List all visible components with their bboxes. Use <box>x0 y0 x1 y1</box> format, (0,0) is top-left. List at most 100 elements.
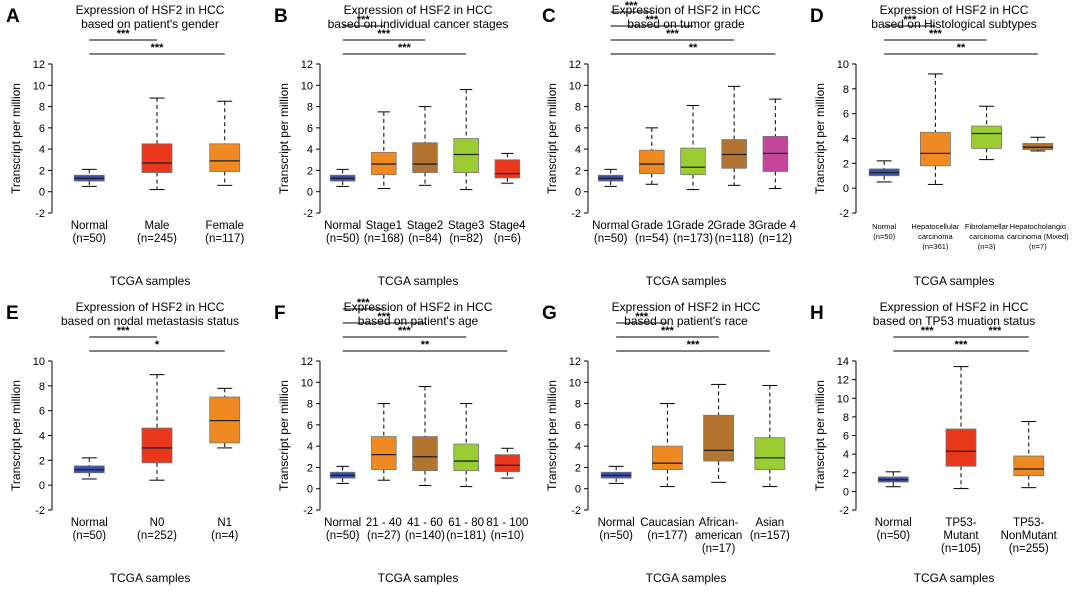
chart-title-line: based on TP53 muation status <box>873 314 1036 328</box>
significance-label: *** <box>929 28 943 40</box>
category-label: TP53- <box>1013 517 1044 529</box>
category-label: Normal <box>71 517 108 529</box>
significance-label: *** <box>398 42 412 54</box>
category-label: (n=181) <box>446 530 486 542</box>
y-tick-label: 8 <box>843 412 849 424</box>
significance-label: ** <box>689 42 698 54</box>
y-tick-label: 4 <box>843 134 849 146</box>
box-african-american <box>703 414 735 462</box>
category-label: Stage3 <box>448 220 484 232</box>
y-axis-label: Transcript per million <box>9 380 23 491</box>
panel-e: E Expression of HSF2 in HCC based on nodal… <box>0 297 268 598</box>
category-label: Normal <box>324 517 361 529</box>
y-tick-label: 4 <box>39 431 45 443</box>
category-label: (n=168) <box>364 233 404 245</box>
category-label: (n=50) <box>873 232 895 241</box>
chart-title-line: based on individual cancer stages <box>328 17 509 31</box>
category-label: Mutant <box>943 530 979 542</box>
y-tick-label: 10 <box>301 80 313 92</box>
category-label: Female <box>206 220 244 232</box>
panel-label: H <box>810 303 824 324</box>
category-label: Normal <box>598 517 635 529</box>
y-tick-label: 2 <box>39 455 45 467</box>
y-tick-label: 4 <box>39 144 45 156</box>
significance-label: *** <box>903 14 917 26</box>
category-label: carcinoma (Mixed) <box>1007 232 1069 241</box>
y-tick-label: 0 <box>39 187 45 199</box>
panel-label: G <box>542 303 557 324</box>
category-label: (n=173) <box>673 233 713 245</box>
chart-title-line: Expression of HSF2 in HCC <box>612 3 761 17</box>
y-tick-label: -2 <box>303 208 313 220</box>
category-label: Grade 3 <box>713 220 755 232</box>
y-tick-label: 10 <box>33 356 45 368</box>
x-axis-label: TCGA samples <box>914 274 995 288</box>
y-tick-label: 4 <box>307 441 313 453</box>
chart-title-line: based on patient's age <box>358 314 479 328</box>
y-tick-label: 8 <box>843 84 849 96</box>
panel-a: A Expression of HSF2 in HCC based on patie… <box>0 0 268 301</box>
category-label: Hepatocholangio <box>1010 222 1066 231</box>
box-81-100 <box>494 454 521 473</box>
category-label: Male <box>145 220 170 232</box>
y-tick-label: 12 <box>569 356 581 368</box>
chart-title-line: Expression of HSF2 in HCC <box>612 300 761 314</box>
significance-label: ** <box>957 42 966 54</box>
y-tick-label: 6 <box>843 431 849 443</box>
y-tick-label: 10 <box>33 80 45 92</box>
y-tick-label: 6 <box>39 406 45 418</box>
panel-f: F Expression of HSF2 in HCC based on patie… <box>268 297 536 598</box>
chart-title-line: based on Histological subtypes <box>871 17 1036 31</box>
y-tick-label: 14 <box>837 356 849 368</box>
chart-title-line: based on tumor grade <box>627 17 745 31</box>
chart-title-line: based on patient's race <box>624 314 748 328</box>
box-asian <box>754 437 786 470</box>
category-label: Grade 1 <box>631 220 673 232</box>
y-tick-label: 6 <box>575 123 581 135</box>
category-label: N1 <box>217 517 232 529</box>
panel-g: G Expression of HSF2 in HCC based on patie… <box>536 297 804 598</box>
significance-label: *** <box>921 325 935 337</box>
box-stage4 <box>494 159 521 179</box>
chart-title-line: based on patient's gender <box>81 17 219 31</box>
category-label: (n=105) <box>941 543 981 555</box>
y-tick-label: 0 <box>843 486 849 498</box>
y-tick-label: 6 <box>307 123 313 135</box>
x-axis-label: TCGA samples <box>914 571 995 585</box>
category-label: (n=361) <box>922 242 949 251</box>
significance-label: * <box>155 339 160 351</box>
y-tick-label: 10 <box>837 393 849 405</box>
y-tick-label: 10 <box>569 377 581 389</box>
category-label: (n=50) <box>326 530 360 542</box>
panel-c: C Expression of HSF2 in HCC based on tumor… <box>536 0 804 301</box>
x-axis-label: TCGA samples <box>110 571 191 585</box>
y-tick-label: 10 <box>569 80 581 92</box>
category-label: African- <box>699 517 739 529</box>
y-tick-label: -2 <box>303 505 313 517</box>
chart-title-line: Expression of HSF2 in HCC <box>76 3 225 17</box>
box-grade-1 <box>639 149 665 175</box>
y-axis-label: Transcript per million <box>545 83 559 194</box>
category-label: N0 <box>150 517 165 529</box>
category-label: carcinoma <box>969 232 1004 241</box>
category-label: (n=177) <box>647 530 687 542</box>
panel-label: B <box>274 6 288 27</box>
y-tick-label: 8 <box>575 399 581 411</box>
category-label: (n=54) <box>635 233 669 245</box>
chart-title-line: Expression of HSF2 in HCC <box>344 300 493 314</box>
significance-label: *** <box>666 28 680 40</box>
chart-title-line: Expression of HSF2 in HCC <box>344 3 493 17</box>
category-label: TP53- <box>945 517 976 529</box>
category-label: (n=50) <box>326 233 360 245</box>
y-tick-label: -2 <box>35 208 45 220</box>
chart-title-line: Expression of HSF2 in HCC <box>76 300 225 314</box>
category-label: Fibrolamellar <box>965 222 1009 231</box>
significance-label: *** <box>398 325 412 337</box>
y-axis-label: Transcript per million <box>545 380 559 491</box>
category-label: Normal <box>872 222 897 231</box>
category-label: 21 - 40 <box>366 517 402 529</box>
box-hepatocellular-carcinoma <box>919 131 951 167</box>
